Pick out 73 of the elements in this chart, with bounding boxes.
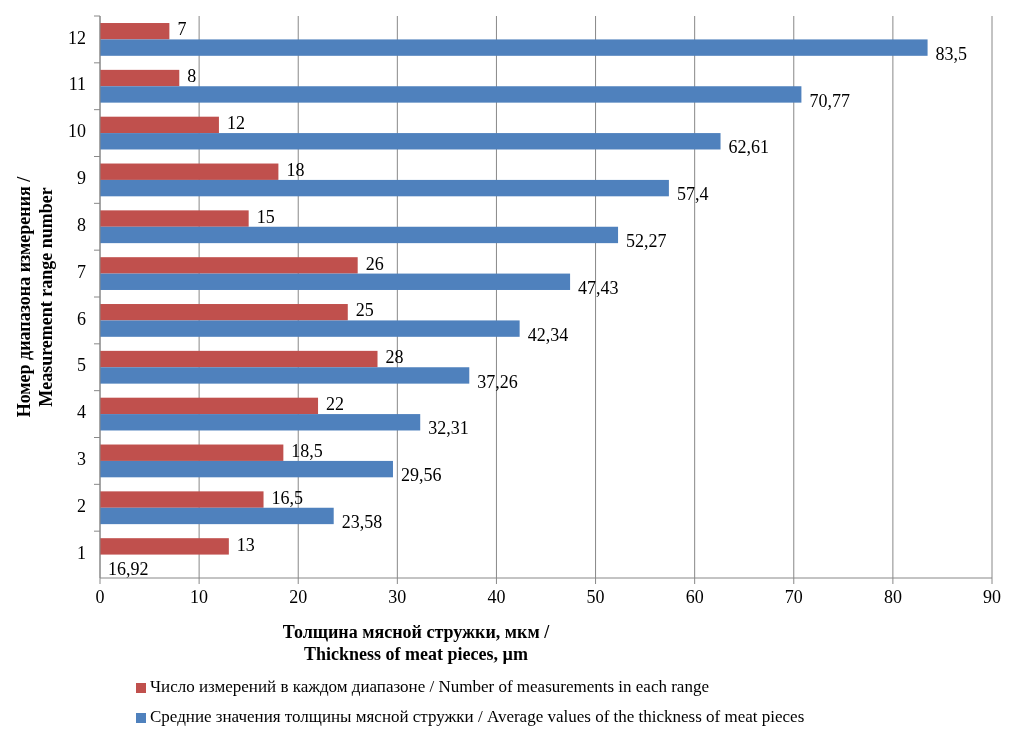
x-tick-label: 70 xyxy=(784,587,803,607)
y-tick-label: 7 xyxy=(77,261,86,282)
y-tick-label: 4 xyxy=(77,402,86,423)
text: 16,92 xyxy=(108,558,149,579)
bar xyxy=(100,23,170,40)
bar xyxy=(100,414,421,431)
x-tick-label: 30 xyxy=(388,587,407,607)
x-tick-label: 90 xyxy=(983,587,1001,607)
bar xyxy=(100,39,928,56)
y-tick-label: 2 xyxy=(77,495,86,516)
y-tick-label: 9 xyxy=(77,168,86,189)
bar xyxy=(100,304,348,321)
x-axis-title: Толщина мясной стружки, мкм / Thickness of meat pieces, µm xyxy=(282,622,551,664)
y-tick-label: 10 xyxy=(68,121,86,142)
y-tick-label: 6 xyxy=(77,308,86,329)
x-tick-label: 10 xyxy=(190,587,209,607)
x-tick-label: 60 xyxy=(685,587,704,607)
bar xyxy=(100,210,249,227)
bar xyxy=(100,460,393,478)
bar xyxy=(100,538,229,555)
x-tick-label: 40 xyxy=(487,587,506,607)
data-label: 47,43 xyxy=(578,277,619,298)
data-label: 16,5 xyxy=(271,487,304,508)
bar xyxy=(100,179,669,197)
data-label: 26 xyxy=(365,253,384,274)
bar xyxy=(100,507,334,525)
y-tick-label: 3 xyxy=(77,449,86,470)
data-label: 23,58 xyxy=(341,512,383,533)
x-tick-label: 20 xyxy=(289,587,308,607)
bar xyxy=(100,257,358,274)
y-tick-label: 8 xyxy=(77,214,86,235)
bar xyxy=(100,444,284,461)
data-label: 28 xyxy=(385,347,404,368)
data-label: 15 xyxy=(256,206,275,227)
data-label: 18 xyxy=(286,159,305,180)
x-tick-label: 50 xyxy=(586,587,605,607)
bar xyxy=(100,86,802,103)
y-tick-label: 11 xyxy=(68,74,86,95)
y-tick-label: 1 xyxy=(77,542,86,563)
data-label: 8 xyxy=(187,66,197,87)
bar xyxy=(100,367,470,384)
x-tick-label: 0 xyxy=(95,587,105,607)
data-label: 12 xyxy=(226,113,245,134)
data-label: 42,34 xyxy=(527,324,569,345)
data-label: 32,31 xyxy=(428,418,469,439)
bar xyxy=(100,491,264,508)
data-label: 52,27 xyxy=(626,231,667,252)
data-label: 37,26 xyxy=(477,371,518,392)
legend-label: Число измерений в каждом диапазоне / Number of measurements in each range xyxy=(150,676,709,696)
bar xyxy=(100,397,319,415)
bar xyxy=(100,133,721,150)
y-tick-label: 12 xyxy=(68,27,86,48)
bar xyxy=(100,163,279,180)
data-label: 13 xyxy=(236,534,255,555)
y-axis-title: Номер диапазона измерения / Measurement range number xyxy=(14,175,56,418)
data-label: 57,4 xyxy=(676,184,709,205)
data-label: 22 xyxy=(326,394,345,415)
data-label: 62,61 xyxy=(728,137,770,158)
y-tick-label: 5 xyxy=(77,355,86,376)
bar xyxy=(100,226,619,244)
data-label: 70,77 xyxy=(809,90,850,111)
bar xyxy=(100,350,378,368)
legend-label: Средние значения толщины мясной стружки / Average values of the thickness of meat pieces xyxy=(150,706,805,726)
data-label: 18,5 xyxy=(291,440,323,461)
data-label: 29,56 xyxy=(400,465,442,486)
data-label: 25 xyxy=(355,300,374,321)
data-label: 7 xyxy=(177,19,187,40)
bar xyxy=(100,69,180,87)
bar xyxy=(100,320,520,337)
bar xyxy=(100,116,219,134)
data-label: 83,5 xyxy=(935,43,968,64)
x-tick-label: 80 xyxy=(883,587,902,607)
bar xyxy=(100,273,571,290)
